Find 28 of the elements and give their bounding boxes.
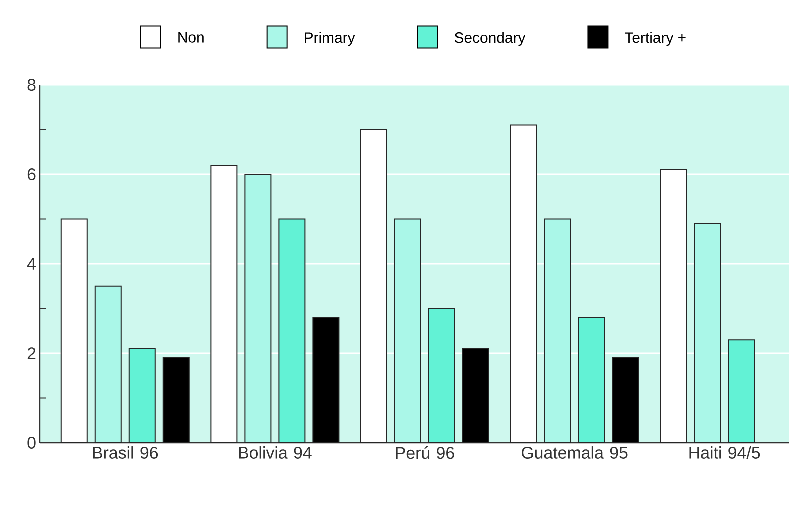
y-tick-label: 4 xyxy=(27,258,36,270)
bar xyxy=(94,286,122,443)
bar xyxy=(128,348,156,443)
bar xyxy=(544,218,572,443)
y-tick-label: 2 xyxy=(28,348,36,360)
y-tick-label: 0 xyxy=(28,437,36,449)
bar xyxy=(394,218,422,443)
legend-label: Primary xyxy=(305,32,356,46)
legend-label: Tertiary + xyxy=(625,32,686,46)
bar xyxy=(428,308,456,443)
legend-label: Secondary xyxy=(454,32,526,46)
x-tick-label: Haiti 94/5 xyxy=(690,446,760,459)
y-tick-label: 6 xyxy=(28,168,36,180)
y-tick-label: 8 xyxy=(28,79,36,91)
bar xyxy=(244,174,272,443)
bar xyxy=(162,357,190,443)
x-tick-label: Bolivia 94 xyxy=(239,446,312,459)
bar xyxy=(612,357,640,443)
x-tick-label: Perú 96 xyxy=(396,446,454,460)
x-tick-label: Guatemala 95 xyxy=(522,446,628,459)
bar xyxy=(462,348,490,443)
legend-label: Non xyxy=(178,32,204,43)
x-tick-label: Brasil 96 xyxy=(93,446,158,459)
bar xyxy=(578,317,606,443)
bar xyxy=(312,317,340,443)
bar xyxy=(728,340,756,443)
bar xyxy=(278,218,306,443)
bar xyxy=(694,223,722,443)
